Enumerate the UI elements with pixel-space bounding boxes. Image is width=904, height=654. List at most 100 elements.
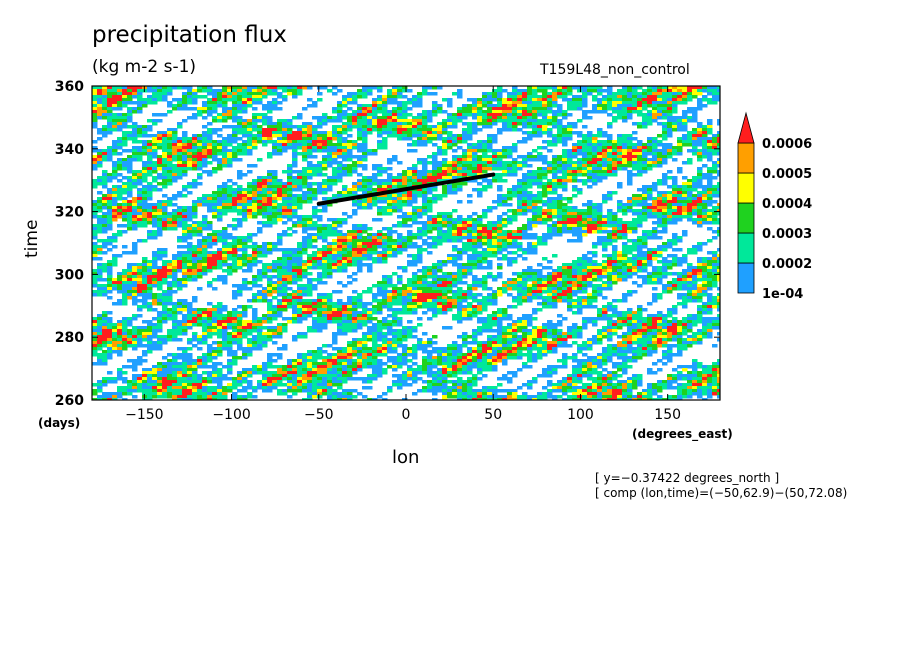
- field-cell: [537, 128, 543, 132]
- field-cell: [152, 119, 158, 123]
- field-cell: [157, 203, 163, 207]
- field-cell: [97, 131, 103, 135]
- field-cell: [447, 104, 453, 108]
- field-cell: [507, 122, 513, 126]
- field-cell: [242, 248, 248, 252]
- field-cell: [682, 197, 688, 201]
- field-cell: [262, 92, 268, 96]
- field-cell: [287, 140, 293, 144]
- field-cell: [632, 209, 638, 213]
- field-cell: [572, 164, 578, 168]
- field-cell: [387, 89, 393, 93]
- field-cell: [307, 134, 313, 138]
- field-cell: [422, 140, 428, 144]
- field-cell: [357, 116, 363, 120]
- field-cell: [487, 95, 493, 99]
- field-cell: [537, 95, 543, 99]
- field-cell: [177, 152, 183, 156]
- field-cell: [272, 170, 278, 174]
- field-cell: [532, 119, 538, 123]
- field-cell: [497, 155, 503, 159]
- field-cell: [557, 89, 563, 93]
- field-cell: [242, 251, 248, 255]
- field-cell: [222, 104, 228, 108]
- field-cell: [582, 215, 588, 219]
- field-cell: [617, 200, 623, 204]
- field-cell: [177, 101, 183, 105]
- field-cell: [657, 95, 663, 99]
- field-cell: [537, 176, 543, 180]
- field-cell: [97, 257, 103, 261]
- field-cell: [422, 224, 428, 228]
- field-cell: [702, 242, 708, 246]
- field-cell: [327, 131, 333, 135]
- field-cell: [287, 251, 293, 255]
- field-cell: [142, 209, 148, 213]
- field-cell: [332, 107, 338, 111]
- field-cell: [592, 182, 598, 186]
- field-cell: [92, 203, 98, 207]
- field-cell: [602, 101, 608, 105]
- field-cell: [617, 143, 623, 147]
- field-cell: [117, 89, 123, 93]
- field-cell: [172, 158, 178, 162]
- field-cell: [297, 125, 303, 129]
- field-cell: [552, 113, 558, 117]
- field-cell: [517, 227, 523, 231]
- field-cell: [127, 134, 133, 138]
- field-cell: [397, 197, 403, 201]
- field-cell: [112, 233, 118, 237]
- field-cell: [397, 89, 403, 93]
- field-cell: [162, 182, 168, 186]
- field-cell: [662, 245, 668, 249]
- field-cell: [232, 89, 238, 93]
- field-cell: [467, 146, 473, 150]
- field-cell: [697, 98, 703, 102]
- field-cell: [712, 188, 718, 192]
- field-cell: [117, 206, 123, 210]
- field-cell: [137, 239, 143, 243]
- field-cell: [517, 212, 523, 216]
- field-cell: [602, 131, 608, 135]
- field-cell: [592, 203, 598, 207]
- field-cell: [557, 164, 563, 168]
- field-cell: [607, 197, 613, 201]
- field-cell: [577, 158, 583, 162]
- field-cell: [402, 191, 408, 195]
- field-cell: [707, 173, 713, 177]
- field-cell: [287, 209, 293, 213]
- field-cell: [457, 188, 463, 192]
- field-cell: [552, 209, 558, 213]
- field-cell: [122, 185, 128, 189]
- field-cell: [137, 224, 143, 228]
- field-cell: [192, 152, 198, 156]
- field-cell: [717, 254, 720, 258]
- field-cell: [247, 236, 253, 240]
- field-cell: [202, 248, 208, 252]
- field-cell: [332, 119, 338, 123]
- field-cell: [627, 149, 633, 153]
- field-cell: [717, 194, 720, 198]
- field-cell: [97, 245, 103, 249]
- field-cell: [127, 179, 133, 183]
- field-cell: [252, 257, 258, 261]
- field-cell: [432, 245, 438, 249]
- field-cell: [417, 101, 423, 105]
- field-cell: [487, 221, 493, 225]
- field-cell: [477, 116, 483, 120]
- field-cell: [187, 89, 193, 93]
- field-cell: [342, 137, 348, 141]
- field-cell: [192, 167, 198, 171]
- field-cell: [697, 197, 703, 201]
- field-cell: [332, 176, 338, 180]
- field-cell: [212, 239, 218, 243]
- field-cell: [227, 188, 233, 192]
- field-cell: [167, 197, 173, 201]
- field-cell: [487, 104, 493, 108]
- field-cell: [432, 167, 438, 171]
- field-cell: [157, 134, 163, 138]
- field-cell: [472, 251, 478, 255]
- field-cell: [292, 209, 298, 213]
- field-cell: [327, 218, 333, 222]
- field-cell: [317, 248, 323, 252]
